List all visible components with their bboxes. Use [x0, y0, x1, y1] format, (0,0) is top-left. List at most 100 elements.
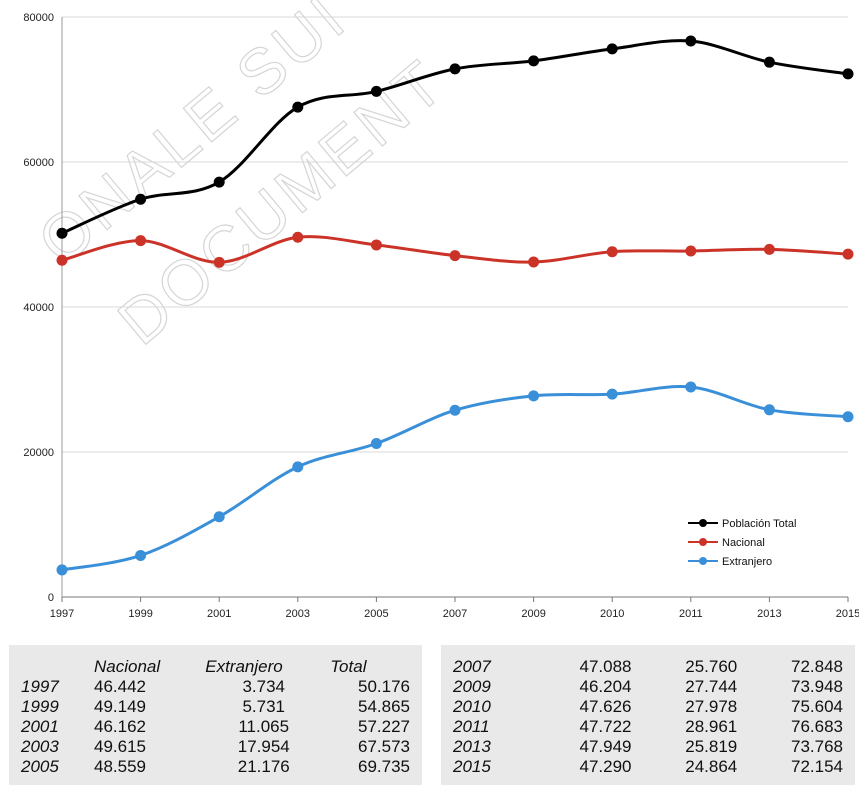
data-table-left-panel: Nacional Extranjero Total 1997 46.442 3.73…	[9, 645, 422, 785]
data-point	[842, 248, 854, 260]
data-point	[763, 404, 775, 416]
grid-lines	[61, 16, 849, 602]
data-point	[292, 101, 304, 113]
y-tick-label: 20000	[23, 447, 54, 459]
table-cell-year: 2010	[453, 697, 491, 716]
series-group	[56, 35, 854, 576]
legend: Población Total Nacional Extranjero	[688, 518, 796, 568]
table-cell-year: 1999	[21, 697, 59, 716]
data-point	[763, 243, 775, 255]
data-table-right: 2007 47.088 25.760 72.848 2009 46.204 27.744 73…	[449, 657, 847, 777]
x-tick-label: 1999	[128, 608, 152, 620]
table-cell-total: 50.176	[358, 677, 410, 696]
x-tick-label: 2013	[757, 608, 781, 620]
x-tick-label: 1997	[50, 608, 74, 620]
legend-swatch-marker	[699, 519, 707, 527]
data-point	[685, 381, 697, 393]
table-cell-year: 2009	[453, 677, 491, 696]
table-cell-total: 54.865	[358, 697, 410, 716]
data-point	[606, 388, 618, 400]
x-tick-label: 2003	[286, 608, 310, 620]
table-cell-total: 73.948	[791, 677, 843, 696]
table-cell-year: 2007	[453, 657, 491, 676]
table-cell-year: 2015	[453, 757, 491, 776]
table-cell-total: 67.573	[358, 737, 410, 756]
table-cell-extranjero: 3.734	[242, 677, 285, 696]
table-header-year	[17, 657, 84, 677]
table-cell-nacional: 47.722	[579, 717, 632, 736]
table-cell-year: 2013	[453, 737, 491, 756]
data-point	[763, 56, 775, 68]
data-point	[685, 245, 697, 257]
table-row: 2011 47.722 28.961 76.683	[449, 717, 847, 737]
table-cell-extranjero: 11.065	[238, 717, 290, 736]
table-cell-nacional: 46.162	[94, 717, 147, 736]
series-line	[61, 39, 849, 235]
table-cell-total: 73.768	[791, 737, 843, 756]
table-cell-year: 2011	[453, 717, 490, 736]
data-point	[213, 256, 225, 268]
x-axis-ticks: 1997 1999 2001 2003 2005 2007 2009 2010 2011 2013…	[50, 608, 859, 620]
x-tick-label: 2010	[600, 608, 624, 620]
table-row: 2005 48.559 21.176 69.735	[17, 757, 414, 777]
data-point	[370, 437, 382, 449]
table-cell-total: 72.848	[791, 657, 843, 676]
table-cell-year: 2005	[21, 757, 59, 776]
data-point	[292, 461, 304, 473]
table-row: 2009 46.204 27.744 73.948	[449, 677, 847, 697]
data-point	[606, 246, 618, 258]
table-cell-extranjero: 5.731	[242, 697, 285, 716]
table-row: 2003 49.615 17.954 67.573	[17, 737, 414, 757]
table-cell-nacional: 47.949	[579, 737, 632, 756]
x-tick-label: 2007	[443, 608, 467, 620]
data-point	[56, 564, 68, 576]
x-tick-label: 2001	[207, 608, 231, 620]
table-cell-nacional: 47.626	[579, 697, 632, 716]
data-point	[135, 193, 147, 205]
table-cell-extranjero: 27.978	[685, 697, 738, 716]
x-tick-label: 2011	[679, 608, 703, 620]
x-tick-label: 2005	[364, 608, 388, 620]
data-point	[449, 404, 461, 416]
data-point	[292, 231, 304, 243]
table-cell-nacional: 49.615	[94, 737, 147, 756]
legend-swatch-marker	[699, 538, 707, 546]
table-row: 2013 47.949 25.819 73.768	[449, 737, 847, 757]
data-point	[449, 63, 461, 75]
data-point	[685, 35, 697, 47]
table-cell-nacional: 47.088	[579, 657, 632, 676]
legend-label: Extranjero	[722, 556, 772, 568]
x-tick-label: 2015	[836, 608, 859, 620]
data-table-left: Nacional Extranjero Total 1997 46.442 3.73…	[17, 657, 414, 777]
table-cell-year: 2003	[21, 737, 59, 756]
table-row: 1999 49.149 5.731 54.865	[17, 697, 414, 717]
table-header-row: Nacional Extranjero Total	[17, 657, 414, 677]
table-cell-total: 57.227	[358, 717, 410, 736]
table-cell-extranjero: 28.961	[685, 717, 738, 736]
table-cell-nacional: 49.149	[94, 697, 147, 716]
data-point	[528, 55, 540, 67]
table-cell-nacional: 48.559	[94, 757, 147, 776]
legend-label: Nacional	[722, 537, 765, 549]
data-point	[135, 549, 147, 561]
data-point	[606, 43, 618, 55]
data-table-right-panel: 2007 47.088 25.760 72.848 2009 46.204 27.744 73…	[441, 645, 855, 785]
table-cell-year: 1997	[21, 677, 59, 696]
data-point	[528, 390, 540, 402]
table-header-extranjero: Extranjero	[205, 657, 283, 676]
legend-swatch-marker	[699, 557, 707, 565]
data-point	[449, 250, 461, 262]
table-cell-total: 75.604	[791, 697, 843, 716]
table-cell-nacional: 46.442	[94, 677, 147, 696]
data-point	[842, 411, 854, 423]
data-point	[56, 227, 68, 239]
data-point	[528, 256, 540, 268]
table-cell-nacional: 47.290	[579, 757, 632, 776]
watermark: ONALE SUI DOCUMENT	[24, 0, 459, 359]
table-cell-extranjero: 21.176	[237, 757, 290, 776]
table-cell-nacional: 46.204	[579, 677, 632, 696]
table-header-total: Total	[330, 657, 367, 676]
table-cell-extranjero: 25.760	[685, 657, 738, 676]
table-cell-extranjero: 24.864	[685, 757, 738, 776]
data-point	[213, 176, 225, 188]
